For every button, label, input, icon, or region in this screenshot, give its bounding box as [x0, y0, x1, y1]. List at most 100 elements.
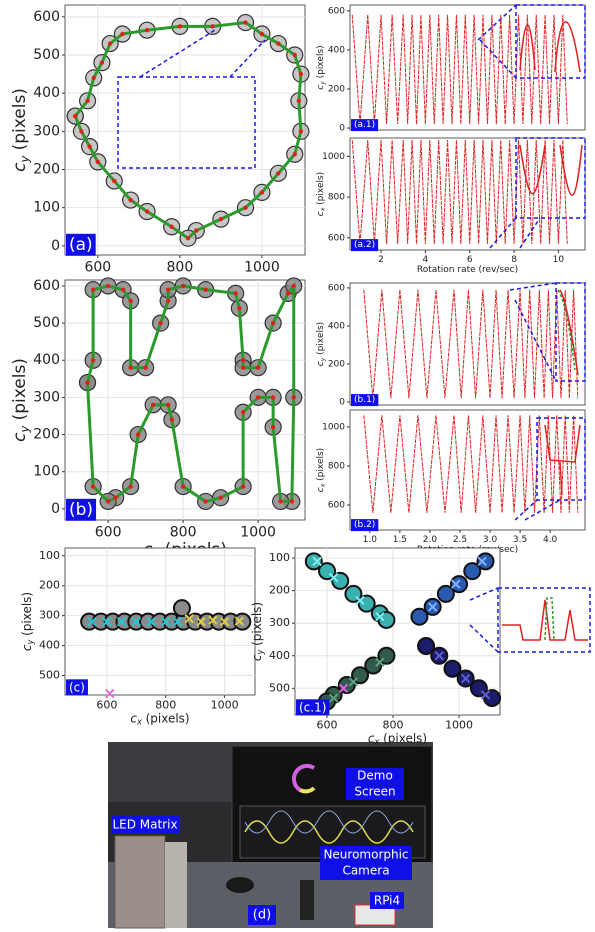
centroid: [99, 60, 105, 65]
cross-marker: [451, 579, 461, 589]
centroid: [291, 395, 296, 400]
centroid: [203, 287, 208, 292]
inset-trace: [544, 424, 581, 496]
y-tick-label: 800: [328, 193, 345, 203]
chart: 0 100 200 300 400 500 600 600 800 1000 cy (pixels)c…: [10, 277, 306, 561]
photo-label: Neuromorphic: [323, 848, 408, 862]
centroid: [128, 484, 133, 489]
axis-label-subscript: x: [319, 207, 326, 212]
label-box: [370, 892, 404, 909]
axis-label-subscript: y: [25, 638, 35, 645]
panel-label-box: [296, 699, 330, 716]
cross-marker: [460, 673, 471, 684]
inset-trace: [557, 289, 576, 371]
cross-marker: [146, 616, 156, 627]
y-tick-label: 0: [339, 124, 345, 134]
cross-marker: [434, 651, 444, 661]
y-tick-label: 600: [328, 283, 345, 293]
centroid: [180, 484, 186, 489]
centroid: [85, 98, 90, 104]
axis-label-symbol: c: [130, 711, 137, 725]
y-tick-label: 400: [33, 352, 60, 368]
photo-label: LED Matrix: [112, 818, 177, 832]
label-box: [320, 846, 412, 880]
centroid: [105, 499, 111, 504]
centroid: [85, 380, 90, 385]
cross-marker: [348, 677, 359, 687]
x-tick-label: 1.0: [363, 535, 378, 545]
x-tick-label: 8: [511, 255, 517, 265]
panel-label: (c): [69, 680, 85, 694]
centroid: [107, 41, 113, 46]
centroid: [128, 197, 133, 203]
panel-label: (c.1): [299, 700, 326, 714]
inset-trace: [519, 21, 581, 73]
screen-wave: [244, 820, 414, 844]
y-tick-label: 100: [39, 549, 60, 562]
label-box: [248, 905, 276, 925]
x-tick-label: 1000: [211, 699, 239, 712]
panel-label-box: [351, 394, 379, 407]
y-tick-label: 300: [33, 389, 60, 405]
centroid: [144, 209, 150, 214]
x-tick-label: 600: [95, 524, 122, 540]
x-tick-label: 4: [423, 255, 429, 265]
centroid: [289, 499, 295, 504]
axis-label-subscript: y: [255, 648, 265, 655]
axis-label: cy (pixels): [20, 592, 35, 651]
centroid: [296, 98, 302, 104]
centroid: [259, 31, 265, 37]
zoom-connector: [509, 282, 557, 382]
event-cluster: [463, 562, 482, 581]
y-tick-label: 300: [33, 123, 60, 139]
y-tick-label: 600: [33, 9, 60, 25]
axis-label-subscript: y: [17, 425, 31, 434]
y-tick-label: 600: [328, 233, 345, 243]
centroid: [240, 410, 246, 415]
axis-label-unit: (pixels): [20, 592, 34, 636]
inset-trace: [544, 597, 555, 641]
axis-label-symbol: c: [316, 85, 326, 90]
centroid: [240, 484, 246, 489]
event-cluster: [450, 575, 469, 594]
centroid: [128, 365, 133, 370]
inset-box: [515, 4, 586, 79]
y-tick-label: 400: [39, 639, 60, 652]
y-tick-label: 500: [269, 681, 290, 694]
axis-label-unit: (pixels): [316, 45, 326, 78]
centroid: [270, 395, 276, 400]
series-line: [351, 14, 568, 125]
centroid: [291, 283, 296, 289]
axis-label-subscript: y: [319, 357, 326, 362]
panel-label: (b.2): [354, 520, 375, 530]
led-matrix-device: [114, 835, 166, 929]
inset-trace: [519, 144, 583, 196]
camera-body: [300, 880, 314, 920]
cross-marker: [172, 616, 183, 627]
event-cluster: [377, 610, 396, 629]
centroid: [87, 144, 92, 149]
x-tick-label: 1000: [240, 524, 276, 540]
centroid: [292, 152, 297, 157]
axis-label-symbol: c: [250, 654, 264, 661]
x-tick-label: 2.0: [423, 535, 438, 545]
axis-label-unit: (pixels): [10, 358, 30, 420]
cross-marker: [477, 556, 487, 567]
inset-trace: [502, 599, 588, 641]
cross-marker: [116, 616, 127, 627]
y-tick-label: 0: [51, 238, 60, 254]
y-tick-label: 400: [269, 649, 290, 662]
y-tick-label: 400: [33, 85, 60, 101]
centroid: [120, 287, 126, 292]
x-tick-label: 2.5: [453, 535, 467, 545]
centroid: [113, 495, 118, 500]
mouse: [226, 877, 254, 893]
centroid: [90, 484, 96, 489]
axis-label-symbol: c: [316, 487, 326, 492]
photo-label: Demo: [357, 769, 393, 783]
x-tick-label: 6: [467, 255, 473, 265]
centroid: [237, 306, 242, 311]
centroid: [95, 159, 101, 165]
